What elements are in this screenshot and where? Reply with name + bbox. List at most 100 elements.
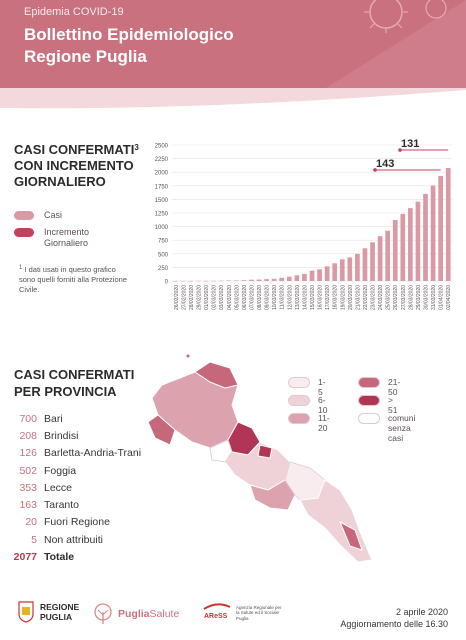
x-tick-label: 29/03/2020 [416, 285, 422, 310]
map-legend-r4: 21-50 [358, 377, 400, 397]
total-count: 2077 [13, 551, 37, 564]
bar-casi [211, 280, 216, 282]
map-legend-r3: 11-20 [288, 413, 330, 433]
bar-casi [286, 276, 292, 281]
annotation-label-131: 131 [401, 138, 419, 150]
bar-casi [377, 236, 383, 281]
province-row: 700 Bari [10, 410, 170, 427]
bar-casi [408, 208, 413, 281]
x-tick-label: 21/03/2020 [355, 285, 361, 310]
bar-casi [271, 278, 277, 281]
bar-casi [196, 280, 201, 282]
province-count: 353 [19, 481, 37, 494]
province-count: 5 [31, 533, 37, 546]
bar-casi [400, 213, 406, 281]
x-tick-label: 22/03/2020 [363, 285, 369, 310]
header-banner: Epidemia COVID-19 Bollettino Epidemiolog… [0, 0, 466, 88]
page-title: Bollettino Epidemiologico Regione Puglia [24, 24, 344, 68]
x-tick-label: 24/03/2020 [378, 285, 384, 310]
x-tick-label: 06/03/2020 [242, 285, 248, 310]
annotation-dot-131 [398, 148, 402, 152]
bar-casi [423, 193, 428, 281]
r6-swatch [358, 413, 380, 424]
r3-swatch [288, 413, 310, 424]
page-title-line1: Bollettino Epidemiologico [24, 25, 234, 44]
update-time: Aggiornamento delle 16.30 [340, 619, 448, 629]
logo3-abbr: AReSS [204, 613, 228, 620]
report-date: 2 aprile 2020 [395, 607, 448, 617]
map-legend-r6: comuni senza casi [358, 413, 415, 443]
map-legend-r2: 6-10 [288, 395, 327, 415]
chart-title-line3: GIORNALIERO [14, 174, 106, 189]
chart-footnote: 1 I dati usati in questo grafico sono qu… [19, 265, 134, 295]
bar-casi [241, 280, 247, 281]
r2-swatch [288, 395, 310, 406]
province-title-line2: PER PROVINCIA [14, 384, 117, 399]
x-tick-label: 20/03/2020 [348, 285, 354, 310]
x-tick-label: 26/03/2020 [393, 285, 399, 310]
logo1-line1: REGIONE [40, 602, 80, 612]
bar-casi [249, 279, 254, 281]
province-row: 353 Lecce [10, 479, 170, 496]
r6-label-line1: comuni [388, 413, 416, 423]
bar-casi [317, 269, 322, 281]
chart-legend: Casi Incremento Giornaliero [14, 210, 104, 255]
x-tick-label: 03/03/2020 [219, 285, 225, 310]
bar-casi [302, 273, 307, 281]
y-tick-label: 500 [158, 252, 169, 258]
province-name: Foggia [44, 464, 77, 477]
x-tick-label: 17/03/2020 [325, 285, 331, 310]
bar-casi [415, 201, 421, 281]
province-count: 208 [19, 429, 37, 442]
bar-casi [233, 280, 239, 281]
x-tick-label: 01/03/2020 [204, 285, 210, 310]
bar-casi [279, 277, 285, 281]
r1-label: 1-5 [318, 377, 326, 397]
header-wave [0, 88, 466, 109]
province-count: 700 [19, 412, 37, 425]
cases-swatch [14, 211, 34, 220]
bar-casi [256, 279, 262, 281]
regione-puglia-logo: REGIONE PUGLIA [18, 601, 79, 623]
aress-mark-icon: AReSS [202, 601, 232, 625]
y-tick-label: 2250 [155, 157, 169, 163]
x-tick-label: 01/04/2020 [439, 285, 445, 310]
province-list: 700 Bari 208 Brindisi 126 Barletta-Andria-Tra… [10, 410, 170, 566]
y-tick-label: 1750 [155, 184, 169, 190]
puglia-map [147, 354, 373, 563]
x-tick-label: 27/03/2020 [401, 285, 407, 310]
province-count: 126 [19, 447, 37, 460]
province-row: 502 Foggia [10, 462, 170, 479]
legend-item-cases: Casi [14, 210, 104, 221]
cases-bar-chart: 0 250 500 750 1000 1250 1500 1750 2000 2250 2500 26… [155, 138, 453, 310]
logo3-text: Agenzia Regionale per la Salute ed il So… [236, 604, 282, 621]
r4-swatch [358, 377, 380, 388]
bar-casi [294, 275, 300, 281]
logo2-puglia: Puglia [118, 608, 150, 620]
province-row: 163 Taranto [10, 496, 170, 513]
y-tick-label: 250 [158, 266, 169, 272]
bar-casi [385, 230, 391, 281]
map-legend-r5: > 51 [358, 395, 397, 415]
bar-casi [181, 280, 186, 282]
page-title-line2: Regione Puglia [24, 47, 147, 66]
province-name: Brindisi [44, 429, 79, 442]
bar-casi [339, 259, 345, 281]
bar-casi [173, 280, 179, 282]
annotation-label-143: 143 [376, 158, 394, 170]
annotation-dot-143 [373, 168, 377, 172]
bar-casi [445, 168, 451, 281]
chart-title-sup: 3 [134, 143, 139, 152]
x-tick-label: 13/03/2020 [295, 285, 301, 310]
bar-casi [203, 280, 209, 282]
y-tick-label: 0 [165, 280, 169, 286]
legend-cases-label: Casi [44, 210, 63, 220]
map-legend-r1: 1-5 [288, 377, 326, 397]
bar-casi [332, 263, 338, 281]
province-row: 20 Fuori Regione [10, 514, 170, 531]
x-tick-label: 25/03/2020 [386, 285, 392, 310]
tree-icon [94, 603, 112, 624]
bar-casi [264, 279, 269, 281]
y-tick-label: 2000 [155, 171, 169, 177]
x-tick-label: 10/03/2020 [272, 285, 278, 310]
